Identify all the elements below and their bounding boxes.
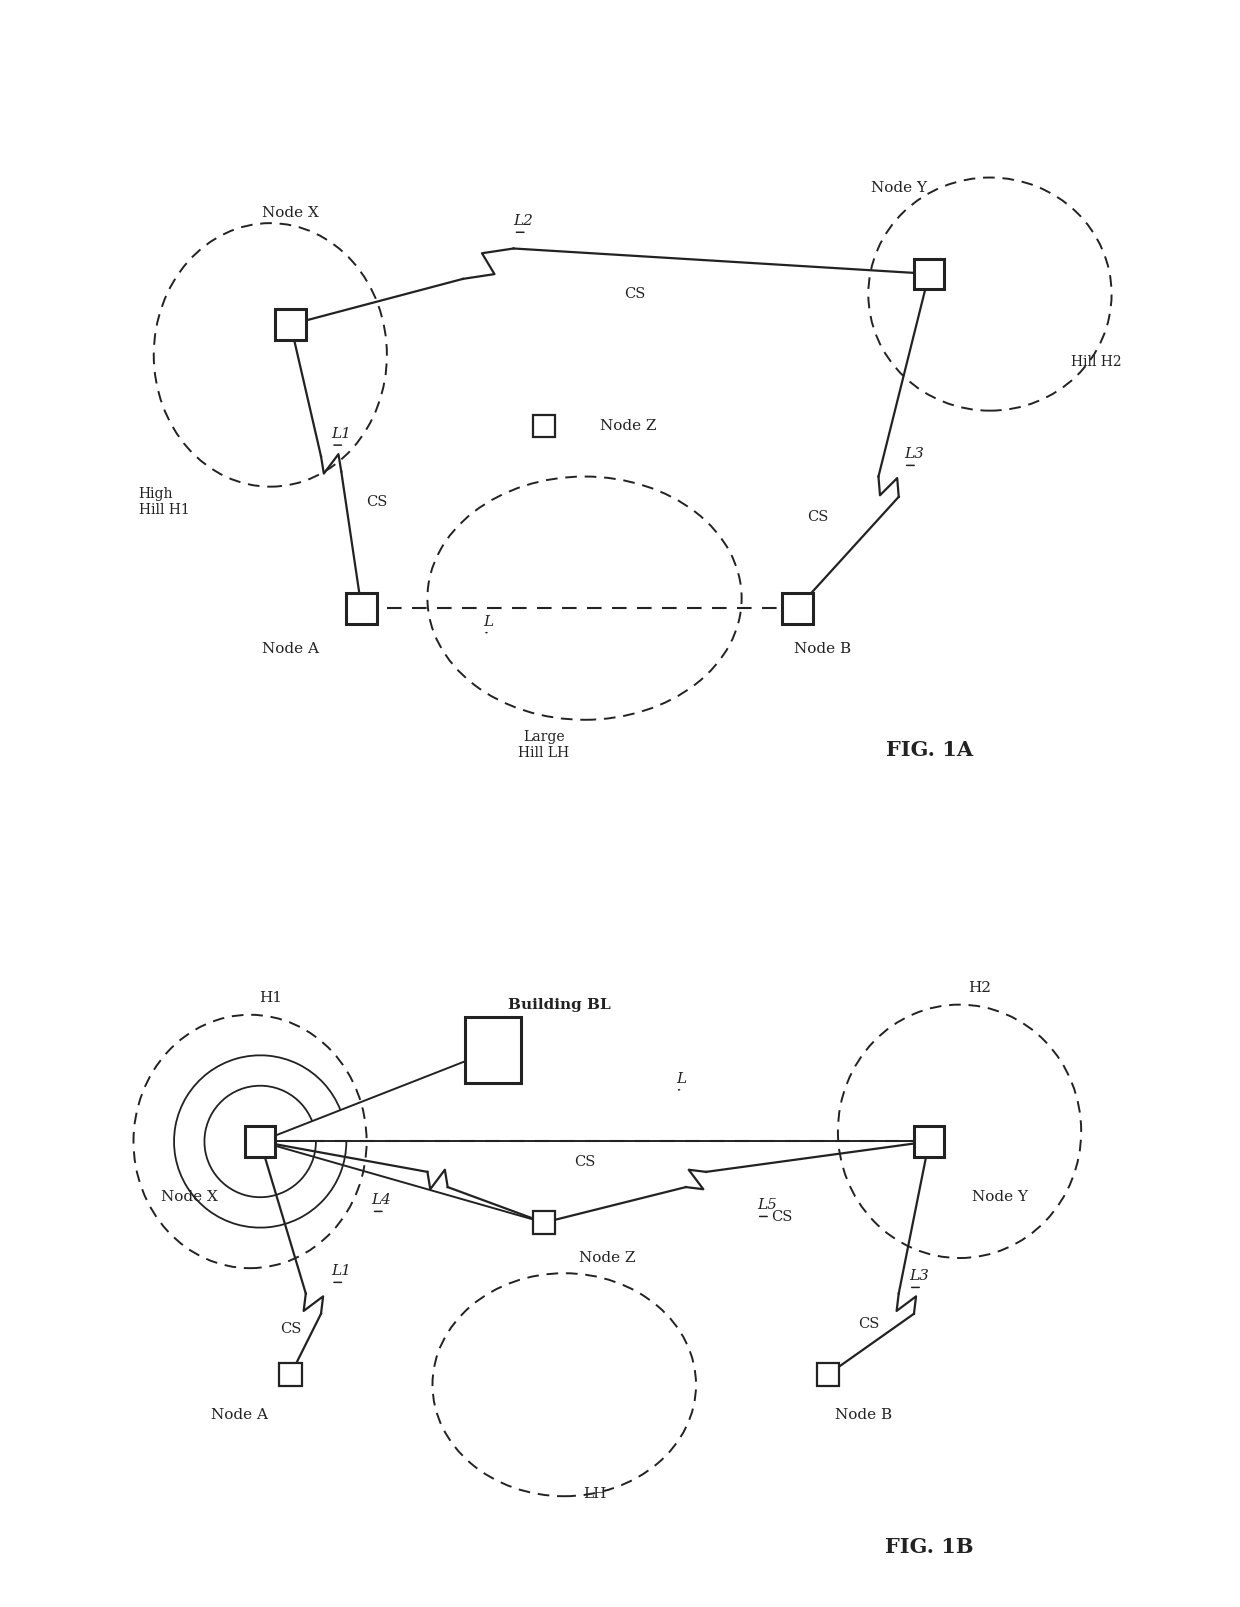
Text: CS: CS [280,1323,301,1335]
Text: L1: L1 [331,427,351,440]
Bar [279,1363,301,1385]
Text: Large
Hill LH: Large Hill LH [518,730,569,760]
Text: FIG. 1A: FIG. 1A [885,741,972,760]
Text: L3: L3 [909,1270,929,1284]
Text: High
Hill H1: High Hill H1 [139,487,190,517]
Text: Building BL: Building BL [508,998,610,1012]
Text: L4: L4 [372,1194,392,1207]
Text: Node X: Node X [161,1191,218,1204]
Text: CS: CS [807,509,828,524]
Bar [246,1127,275,1157]
Text: Node Y: Node Y [870,180,926,194]
Text: L1: L1 [331,1265,351,1278]
Text: H1: H1 [259,990,281,1004]
Text: FIG. 1B: FIG. 1B [885,1536,973,1557]
Bar [533,1212,556,1234]
Bar [782,593,812,624]
Text: Node A: Node A [262,641,319,656]
Text: L3: L3 [904,447,924,461]
Text: Node Y: Node Y [972,1191,1028,1204]
Text: CS: CS [858,1316,879,1331]
Text: LH: LH [583,1488,606,1501]
Text: Node B: Node B [794,641,852,656]
Text: H2: H2 [968,980,991,995]
Text: L: L [484,614,494,628]
Text: L5: L5 [756,1199,776,1212]
Text: CS: CS [771,1210,792,1225]
Bar [346,593,377,624]
Text: CS: CS [574,1155,595,1168]
Bar [533,415,556,437]
Text: L: L [676,1072,686,1086]
Bar [275,309,306,339]
Bar [914,1127,945,1157]
Text: CS: CS [366,495,387,509]
Text: Node Z: Node Z [600,419,656,432]
Text: Hill H2: Hill H2 [1071,355,1122,370]
Text: Node X: Node X [262,206,319,220]
Text: Node Z: Node Z [579,1250,636,1265]
Bar [465,1017,521,1083]
Text: CS: CS [625,288,646,301]
Bar [817,1363,839,1385]
Text: Node B: Node B [835,1408,892,1422]
Bar [914,259,945,289]
Text: L2: L2 [513,214,533,228]
Text: Node A: Node A [211,1408,268,1422]
